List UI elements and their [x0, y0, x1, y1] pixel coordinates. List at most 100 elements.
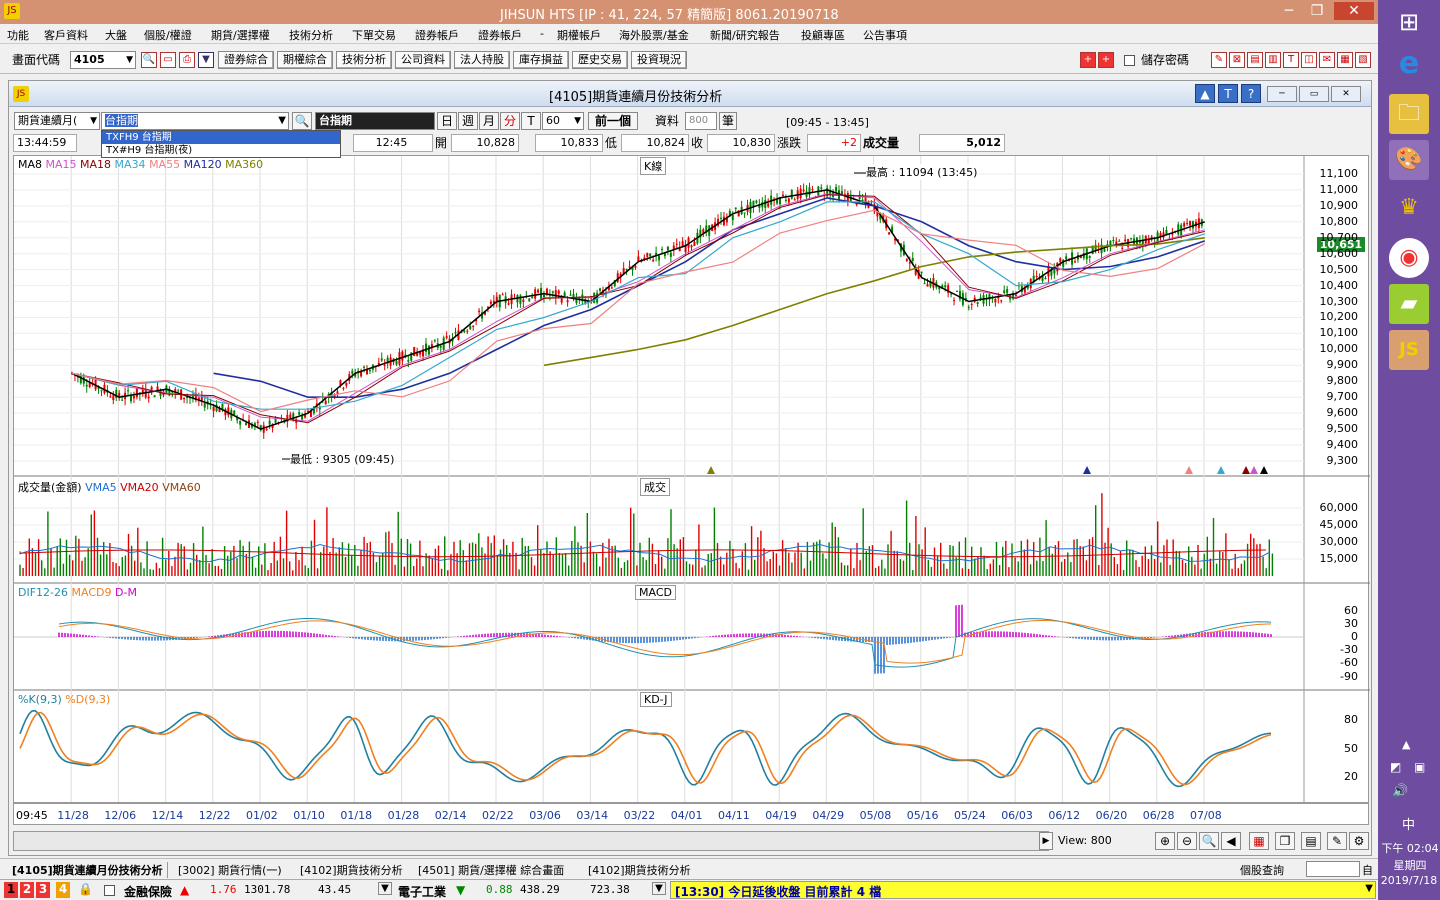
flag-icon[interactable]: + [1080, 52, 1096, 68]
close-button[interactable]: ✕ [1334, 2, 1374, 20]
tool-icon-1[interactable]: ✎ [1211, 52, 1227, 68]
tool-icon-6[interactable]: ◫ [1301, 52, 1317, 68]
page-button-1[interactable]: 1 [4, 882, 18, 898]
tech-analysis-button[interactable]: 技術分析 [336, 51, 392, 69]
text-icon[interactable]: T [1218, 84, 1238, 103]
windows-start-icon[interactable]: ⊞ [1398, 8, 1420, 36]
menu-item-option-account[interactable]: 期權帳戶 [557, 29, 601, 42]
search-icon[interactable]: 🔍 [141, 52, 157, 68]
tab-4102[interactable]: [4102]期貨技術分析 [300, 864, 403, 877]
chart-svg[interactable] [14, 156, 1370, 804]
tray-up-icon[interactable]: ▲ [1402, 738, 1411, 751]
mode-select[interactable]: 期貨連續月(▼ [14, 112, 100, 130]
lock-icon[interactable]: 🔒 [78, 882, 93, 896]
menu-item-order[interactable]: 下單交易 [352, 29, 396, 42]
copy-icon[interactable]: ❐ [1275, 832, 1295, 850]
period-week-button[interactable]: 週 [458, 112, 478, 130]
menu-item-tech[interactable]: 技術分析 [289, 29, 333, 42]
help-icon[interactable]: ? [1241, 84, 1261, 103]
stock-query-input[interactable] [1306, 861, 1360, 877]
menu-item-sec-account[interactable]: 證券帳戶 [415, 29, 459, 42]
chevron-down-icon[interactable]: ▼ [1365, 883, 1373, 894]
menu-item-client[interactable]: 客戶資料 [44, 29, 88, 42]
tray-app-icon[interactable]: ◩ [1390, 760, 1402, 774]
menu-item-overseas[interactable]: 海外股票/基金 [619, 29, 689, 42]
magnify-icon[interactable]: 🔍 [1199, 832, 1219, 850]
chart-area[interactable]: MA8 MA15 MA18 MA34 MA55 MA120 MA360 K線 成… [13, 155, 1370, 804]
page-button-3[interactable]: 3 [36, 882, 50, 898]
minimize-button[interactable]: ─ [1284, 3, 1294, 19]
fut-combo-button[interactable]: 期權綜合 [277, 51, 333, 69]
panel-minimize-button[interactable]: ─ [1267, 86, 1297, 102]
chrome-icon[interactable]: ◉ [1389, 238, 1429, 278]
layout-icon[interactable]: ▼ [198, 52, 214, 68]
up-arrow-icon[interactable]: ▲ [1195, 84, 1215, 103]
dropdown-option-txh9-night[interactable]: TX#H9 台指期(夜) [106, 145, 193, 156]
view-count-field[interactable]: View: 800 [1055, 833, 1151, 851]
chevron-down-icon[interactable]: ▼ [126, 55, 133, 65]
chevron-down-icon[interactable]: ▼ [652, 882, 666, 895]
tool-icon-5[interactable]: T [1283, 52, 1299, 68]
period-day-button[interactable]: 日 [437, 112, 457, 130]
ie-browser-icon[interactable]: e [1398, 46, 1420, 81]
chart-scrollbar[interactable] [13, 831, 1049, 851]
ticker-checkbox[interactable] [104, 885, 115, 896]
menu-item-function[interactable]: 功能 [7, 29, 29, 42]
title-bar[interactable]: JS JIHSUN HTS [IP : 41, 224, 57 精簡版] 806… [0, 0, 1378, 24]
menu-item-stock[interactable]: 個股/權證 [144, 29, 192, 42]
zoom-in-icon[interactable]: ⊕ [1155, 832, 1175, 850]
ime-indicator[interactable]: 中 [1402, 818, 1416, 833]
page-button-4[interactable]: 4 [56, 882, 70, 898]
tray-volume-icon[interactable]: 🔊 [1392, 784, 1409, 799]
jihsun-app-icon[interactable]: JS [1389, 330, 1429, 370]
notes-app-icon[interactable]: ▰ [1389, 284, 1429, 324]
paint-icon[interactable]: 🎨 [1389, 140, 1429, 180]
flag-icon-2[interactable]: + [1098, 52, 1114, 68]
period-tick-button[interactable]: T [521, 112, 541, 130]
window-icon[interactable]: ▭ [160, 52, 176, 68]
search-icon[interactable]: 🔍 [292, 112, 312, 130]
sec-combo-button[interactable]: 證券綜合 [218, 51, 274, 69]
prev-button[interactable]: 前一個 [588, 112, 638, 130]
menu-item-notice[interactable]: 公告事項 [863, 29, 907, 42]
minutes-select[interactable]: 60 ▼ [542, 112, 584, 130]
scroll-left-icon[interactable]: ◀ [1221, 832, 1241, 850]
file-explorer-icon[interactable]: 🗀 [1389, 94, 1429, 134]
tool-icon-4[interactable]: ▥ [1265, 52, 1281, 68]
symbol-dropdown[interactable]: TXFH9 台指期 TX#H9 台指期(夜) [101, 130, 341, 158]
institution-button[interactable]: 法人持股 [454, 51, 510, 69]
page-button-2[interactable]: 2 [20, 882, 34, 898]
scroll-right-button[interactable]: ▶ [1039, 832, 1053, 850]
tool-icon-8[interactable]: ▦ [1337, 52, 1353, 68]
print-icon[interactable]: ⎙ [179, 52, 195, 68]
table-icon[interactable]: ▤ [1301, 832, 1321, 850]
data-count-input[interactable]: 800 [685, 112, 717, 130]
symbol-input[interactable]: 台指期 ▼ [101, 112, 289, 130]
menu-item-futures[interactable]: 期貨/選擇權 [211, 29, 270, 42]
tray-network-icon[interactable]: ▣ [1414, 760, 1426, 774]
period-minute-button[interactable]: 分 [500, 112, 520, 130]
zoom-out-icon[interactable]: ⊖ [1177, 832, 1197, 850]
chevron-down-icon[interactable]: ▼ [378, 882, 392, 895]
crown-app-icon[interactable]: ♛ [1399, 195, 1419, 220]
inventory-pl-button[interactable]: 庫存損益 [513, 51, 569, 69]
indicator-icon[interactable]: ▦ [1249, 832, 1269, 850]
tool-icon-7[interactable]: ✉ [1319, 52, 1335, 68]
company-info-button[interactable]: 公司資料 [395, 51, 451, 69]
news-ticker[interactable]: [13:30] 今日延後收盤 目前累計 4 檔 ▼ [670, 881, 1376, 899]
chevron-down-icon[interactable]: ▼ [278, 115, 286, 126]
tool-icon-3[interactable]: ▤ [1247, 52, 1263, 68]
tab-3002[interactable]: [3002] 期貨行情(一) [178, 864, 282, 877]
investment-status-button[interactable]: 投資現況 [631, 51, 687, 69]
menu-item-news[interactable]: 新聞/研究報告 [710, 29, 780, 42]
menu-item-market[interactable]: 大盤 [105, 29, 127, 42]
panel-close-button[interactable]: ✕ [1331, 86, 1361, 102]
clock-time[interactable]: 下午 02:04 [1381, 842, 1439, 855]
period-month-button[interactable]: 月 [479, 112, 499, 130]
tool-icon-2[interactable]: ⊠ [1229, 52, 1245, 68]
menu-item-sec-account2[interactable]: 證券帳戶 [478, 29, 522, 42]
panel-restore-button[interactable]: ▭ [1299, 86, 1329, 102]
restore-button[interactable]: ❐ [1310, 3, 1324, 19]
history-trade-button[interactable]: 歷史交易 [572, 51, 628, 69]
panel-title-bar[interactable]: JS [4105]期貨連續月份技術分析 ▲ T ? ─ ▭ ✕ [9, 81, 1371, 107]
